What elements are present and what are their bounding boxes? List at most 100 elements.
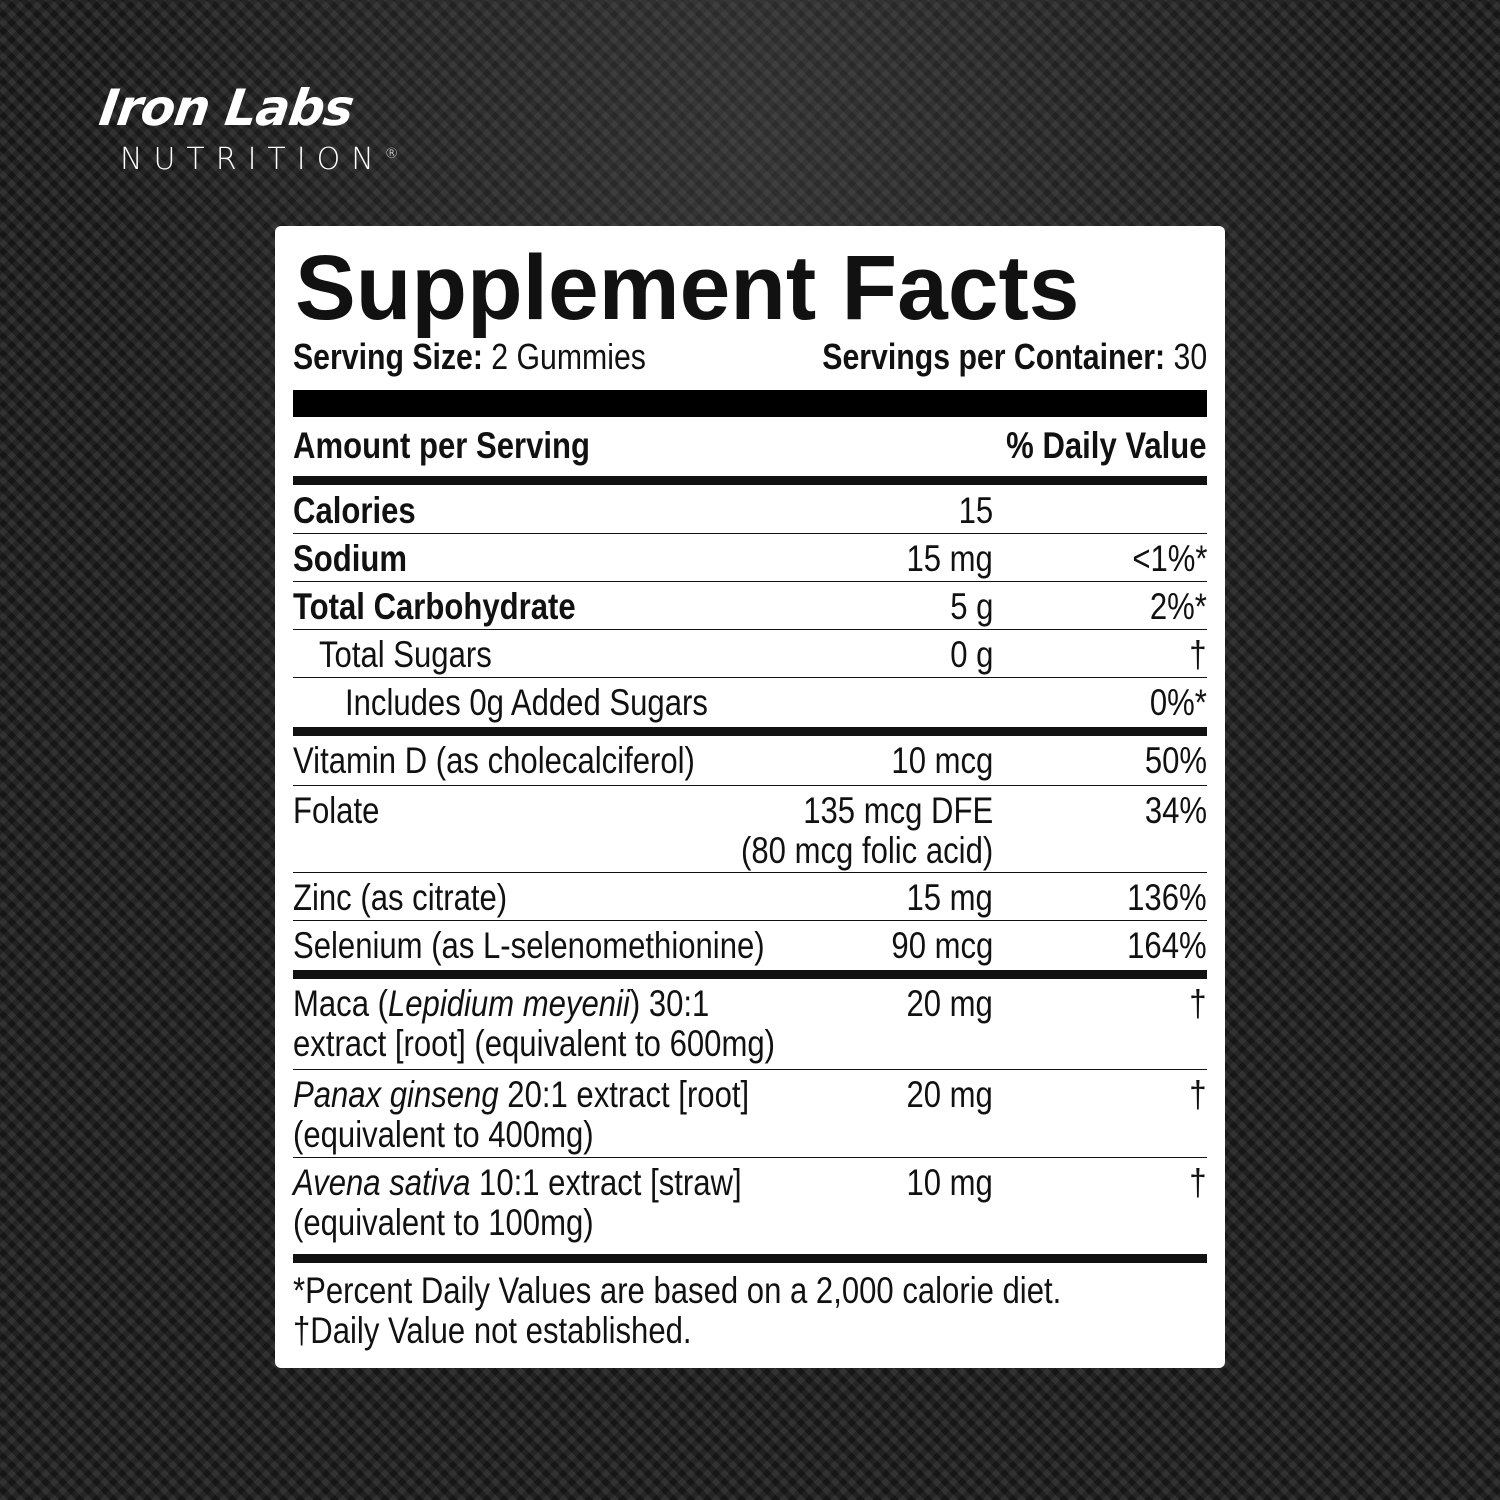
black-bar-divider [293, 390, 1207, 417]
botanical-name: Avena sativa [293, 1162, 471, 1203]
nutrient-amount-text: 15 mg [906, 877, 993, 918]
nutrient-name: Zinc (as citrate) [293, 878, 548, 918]
brand-sub-text: NUTRITION [120, 142, 385, 177]
nutrient-amount: 15 [952, 491, 993, 531]
row-divider [293, 1156, 1207, 1158]
thick-divider [293, 1254, 1207, 1263]
daily-value-percent-text: † [1189, 1162, 1207, 1203]
brand-subtitle: NUTRITION® [120, 134, 399, 180]
nutrient-row: Includes 0g Added Sugars 0%* [293, 678, 1207, 736]
daily-value-percent-text: 50% [1144, 740, 1207, 781]
label-title: Supplement Facts [295, 237, 1080, 339]
name-text: Selenium (as L-selenomethionine) [293, 925, 765, 966]
name-text: Sodium [293, 538, 407, 579]
nutrient-amount-text: 0 g [949, 634, 993, 675]
supplement-facts-panel: Supplement Facts Serving Size: 2 Gummies… [275, 226, 1225, 1368]
thick-divider [293, 970, 1207, 979]
name-text: Folate [293, 790, 380, 831]
footnote-daily-values: *Percent Daily Values are based on a 2,0… [293, 1270, 1062, 1311]
servings-per-container: Servings per Container: 30 [749, 336, 1207, 378]
daily-value-percent-text: † [1189, 634, 1207, 675]
name-text: Calories [293, 490, 416, 531]
nutrient-amount-text: 135 mcg DFE (80 mcg folic acid) [740, 790, 993, 871]
daily-value-percent: † [1186, 635, 1207, 675]
nutrient-amount-text: 90 mcg [891, 925, 993, 966]
nutrient-amount-text: 10 mg [906, 1162, 993, 1203]
daily-value-percent: 136% [1112, 878, 1207, 918]
daily-value-percent-text: <1%* [1131, 538, 1207, 579]
daily-value-percent-text: 34% [1144, 790, 1207, 831]
nutrient-name: Avena sativa 10:1 extract [straw] (equiv… [293, 1163, 827, 1243]
daily-value-percent: † [1186, 1163, 1207, 1203]
nutrient-name: Maca (Lepidium meyenii) 30:1 extract [ro… [293, 984, 867, 1064]
nutrient-name: Total Sugars [319, 635, 525, 675]
daily-value-percent-text: † [1189, 1074, 1207, 1115]
row-divider [293, 628, 1207, 630]
nutrient-name: Includes 0g Added Sugars [345, 683, 777, 723]
row-divider [293, 871, 1207, 873]
daily-value-percent: 0%* [1139, 683, 1207, 723]
name-text: Maca ( [293, 983, 388, 1024]
name-text: Total Carbohydrate [293, 586, 576, 627]
botanical-name: Panax ginseng [293, 1074, 499, 1115]
daily-value-percent: 34% [1133, 791, 1207, 831]
nutrient-row: Vitamin D (as cholecalciferol) 10 mcg 50% [293, 736, 1207, 786]
nutrient-name: Sodium [293, 539, 429, 579]
footnotes: *Percent Daily Values are based on a 2,0… [293, 1271, 1208, 1351]
daily-value-percent-text: 164% [1127, 925, 1207, 966]
nutrient-amount-text: 20 mg [906, 1074, 993, 1115]
thick-divider [293, 476, 1207, 485]
nutrient-row: Total Carbohydrate 5 g 2%* [293, 582, 1207, 630]
thick-divider [293, 727, 1207, 736]
nutrient-amount: 20 mg [890, 1075, 993, 1115]
column-header: Amount per Serving % Daily Value [293, 424, 1207, 468]
botanical-name: Lepidium meyenii [387, 983, 630, 1024]
nutrient-amount: 15 mg [890, 878, 993, 918]
daily-value-percent: 50% [1133, 741, 1207, 781]
nutrient-row: Sodium 15 mg <1%* [293, 534, 1207, 582]
brand-name: Iron Labs [95, 79, 357, 137]
row-divider [293, 784, 1207, 786]
nutrient-row: Avena sativa 10:1 extract [straw] (equiv… [293, 1158, 1207, 1263]
nutrient-row: Total Sugars 0 g † [293, 630, 1207, 678]
servings-label: Servings per Container: [822, 336, 1165, 377]
nutrient-amount-text: 20 mg [906, 983, 993, 1024]
name-text: Total Sugars [319, 634, 492, 675]
daily-value-header: % Daily Value [1006, 425, 1207, 466]
serving-size-label: Serving Size: [293, 336, 483, 377]
nutrient-name: Selenium (as L-selenomethionine) [293, 926, 854, 966]
row-divider [293, 1068, 1207, 1070]
nutrient-amount-text: 10 mcg [891, 740, 993, 781]
daily-value-percent: 2%* [1139, 587, 1207, 627]
nutrient-row: Panax ginseng 20:1 extract [root] (equiv… [293, 1070, 1207, 1158]
nutrient-name: Total Carbohydrate [293, 587, 629, 627]
amount-per-serving-header: Amount per Serving [293, 425, 591, 466]
nutrient-name: Vitamin D (as cholecalciferol) [293, 741, 771, 781]
row-divider [293, 580, 1207, 582]
daily-value-percent-text: † [1189, 983, 1207, 1024]
nutrient-amount: 10 mg [890, 1163, 993, 1203]
row-divider [293, 919, 1207, 921]
daily-value-percent: † [1186, 984, 1207, 1024]
daily-value-percent-text: 0%* [1149, 682, 1207, 723]
name-text: Zinc (as citrate) [293, 877, 508, 918]
nutrient-amount: 15 mg [890, 539, 993, 579]
name-text: 10:1 extract [straw] (equivalent to 100m… [293, 1162, 742, 1243]
serving-size: Serving Size: 2 Gummies [293, 336, 713, 378]
daily-value-percent: 164% [1112, 926, 1207, 966]
name-text: Vitamin D (as cholecalciferol) [293, 740, 695, 781]
nutrient-amount: 135 mcg DFE (80 mcg folic acid) [693, 791, 993, 871]
footnote-not-established: †Daily Value not established. [293, 1310, 692, 1351]
nutrient-amount: 5 g [942, 587, 993, 627]
daily-value-percent: <1%* [1118, 539, 1207, 579]
nutrient-amount: 0 g [942, 635, 993, 675]
name-text: Includes 0g Added Sugars [345, 682, 708, 723]
nutrient-rows: Calories 15 Sodium 15 mg <1%* Total Carbohydr… [293, 486, 1207, 1263]
serving-size-value: 2 Gummies [482, 336, 646, 377]
brand-logo: Iron Labs NUTRITION® [96, 79, 399, 180]
nutrient-amount: 10 mcg [872, 741, 993, 781]
nutrient-amount-text: 15 [958, 490, 993, 531]
nutrient-row: Maca (Lepidium meyenii) 30:1 extract [ro… [293, 979, 1207, 1070]
daily-value-percent-text: 136% [1127, 877, 1207, 918]
nutrient-amount: 90 mcg [872, 926, 993, 966]
